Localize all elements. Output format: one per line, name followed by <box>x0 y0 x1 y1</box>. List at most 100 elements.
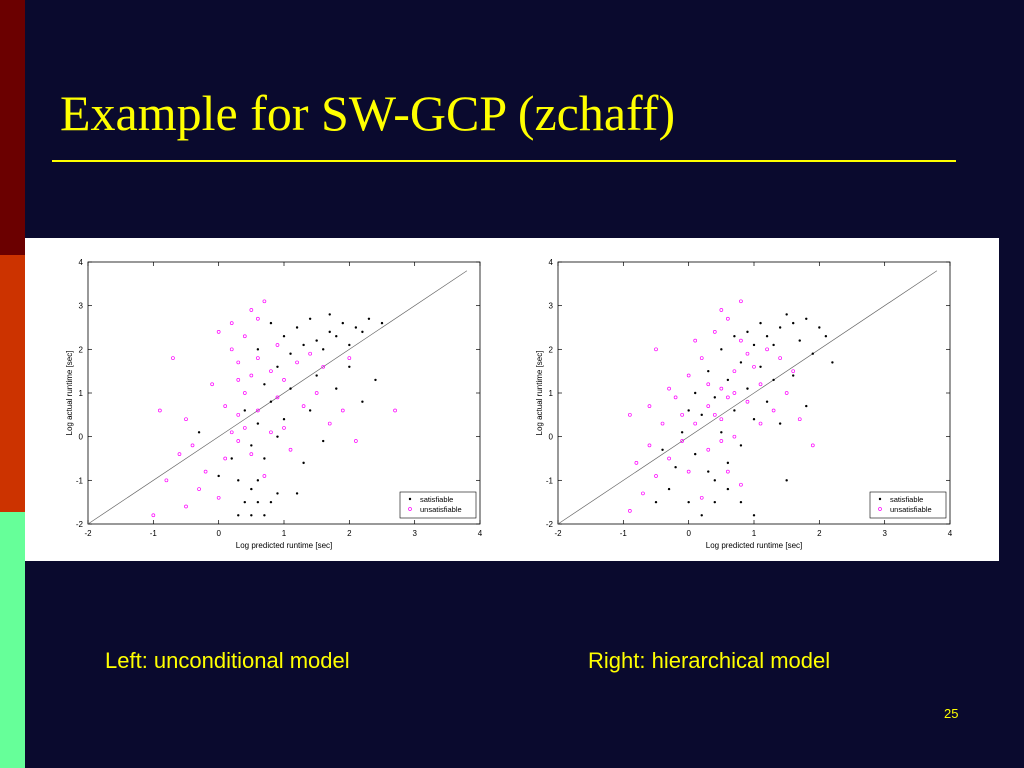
data-point <box>726 316 730 321</box>
data-point <box>654 347 658 352</box>
data-point <box>217 474 220 478</box>
data-point <box>694 391 697 395</box>
legend-label: satisfiable <box>890 495 923 504</box>
x-tick-label: -1 <box>150 529 158 538</box>
data-point <box>706 404 711 408</box>
data-point <box>236 439 241 443</box>
data-point <box>243 409 246 412</box>
data-point <box>256 316 260 321</box>
data-point <box>733 335 736 338</box>
data-point <box>758 382 763 387</box>
data-point <box>308 351 312 356</box>
data-point <box>393 408 397 413</box>
data-point <box>276 492 279 495</box>
data-point <box>321 364 326 369</box>
data-point <box>680 412 684 417</box>
data-point <box>772 378 775 382</box>
x-tick-label: 1 <box>282 529 287 538</box>
data-point <box>236 378 241 382</box>
data-point <box>243 500 246 504</box>
legend-box <box>869 491 947 519</box>
y-axis-label: Log actual runtime [sec] <box>65 351 74 436</box>
data-point <box>250 487 253 491</box>
legend-label: unsatisfiable <box>420 505 462 514</box>
data-point <box>263 383 266 386</box>
x-tick-label: 2 <box>347 529 352 538</box>
y-tick-label: 4 <box>79 258 84 267</box>
data-point <box>230 457 233 460</box>
legend-marker <box>878 497 882 501</box>
data-point <box>256 408 260 413</box>
data-point <box>699 495 704 500</box>
data-point <box>772 343 775 347</box>
series-unsatisfiable <box>151 299 397 518</box>
data-point <box>295 360 299 365</box>
y-tick-label: 1 <box>79 389 84 398</box>
data-point <box>276 435 279 438</box>
data-point <box>634 461 639 465</box>
data-point <box>700 413 703 417</box>
data-point <box>712 330 717 334</box>
data-point <box>805 404 808 408</box>
data-point <box>348 365 351 368</box>
data-point <box>739 361 743 364</box>
data-point <box>262 299 267 304</box>
data-point <box>726 395 730 400</box>
series-satisfiable <box>197 313 384 517</box>
data-point <box>190 443 195 448</box>
data-point <box>263 457 266 460</box>
stripe-middle <box>0 255 25 512</box>
reference-line <box>557 270 938 525</box>
data-point <box>824 335 828 338</box>
legend-marker <box>408 497 412 501</box>
data-point <box>289 387 292 390</box>
chart-right: -2 -1 0 1 2 3 4 -2 -1 0 1 2 3 4 Log predicted runtime … <box>535 258 953 550</box>
x-axis-label: Log predicted runtime [sec] <box>706 541 803 550</box>
data-point <box>719 386 724 391</box>
data-point <box>810 443 815 448</box>
data-point <box>348 343 351 347</box>
data-point <box>686 373 691 378</box>
data-point <box>216 495 221 500</box>
figure-panel: -2 -1 0 1 2 3 4 -2 -1 0 1 2 3 4 Log predicted runtime … <box>25 238 999 561</box>
data-point <box>784 391 789 395</box>
data-point <box>797 417 802 422</box>
data-point <box>269 430 273 435</box>
x-tick-label: 0 <box>216 529 221 538</box>
data-point <box>778 422 782 425</box>
y-tick-label: 4 <box>549 258 554 267</box>
data-point <box>242 426 247 430</box>
data-point <box>713 479 716 482</box>
data-point <box>805 317 808 320</box>
legend-label: unsatisfiable <box>890 505 932 514</box>
data-point <box>308 409 312 412</box>
data-point <box>236 360 241 365</box>
data-point <box>361 400 364 403</box>
title-underline <box>52 160 956 162</box>
data-point <box>380 321 384 325</box>
data-point <box>719 439 724 443</box>
data-point <box>660 421 665 426</box>
y-tick-label: 0 <box>549 433 554 442</box>
data-point <box>210 382 214 387</box>
data-point <box>223 456 228 461</box>
data-point <box>746 387 749 390</box>
data-point <box>269 369 273 374</box>
data-point <box>269 400 273 403</box>
series-satisfiable <box>654 313 834 517</box>
data-point <box>739 500 743 504</box>
data-point <box>785 313 788 316</box>
data-point <box>315 339 318 342</box>
data-point <box>328 313 331 316</box>
data-point <box>798 339 801 342</box>
data-point <box>647 443 652 448</box>
data-point <box>229 321 234 325</box>
y-tick-label: -2 <box>76 520 84 529</box>
data-point <box>184 504 188 509</box>
data-point <box>249 373 254 378</box>
y-axis-label: Log actual runtime [sec] <box>535 351 544 436</box>
data-point <box>249 452 254 456</box>
data-point <box>237 479 240 482</box>
data-point <box>282 418 286 421</box>
data-point <box>752 343 756 347</box>
